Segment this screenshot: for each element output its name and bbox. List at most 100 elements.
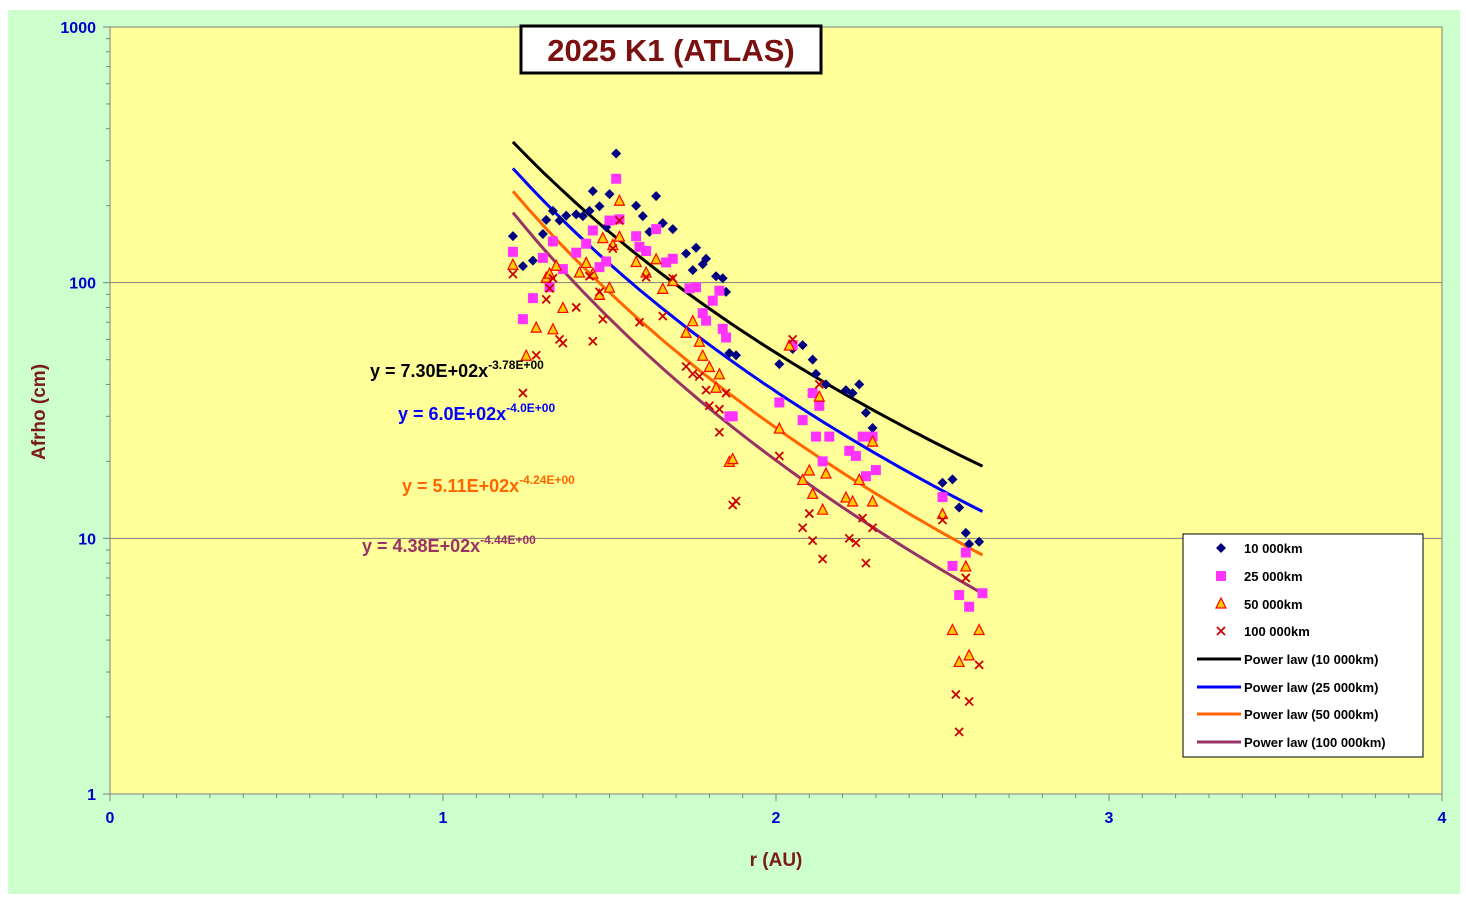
axes	[103, 26, 1443, 801]
point-25000km	[587, 225, 598, 236]
point-50000km	[506, 257, 519, 270]
point-100000km	[518, 388, 528, 398]
x-tick-label: 4	[1438, 810, 1447, 827]
point-50000km	[520, 348, 533, 361]
point-50000km	[546, 322, 559, 335]
point-10000km	[604, 189, 615, 200]
legend-frame	[1182, 533, 1424, 758]
point-100000km	[731, 496, 741, 506]
point-10000km	[860, 407, 871, 418]
equation-100000km: y = 4.38E+02x-4.44E+00	[362, 533, 536, 556]
legend-x-marker	[1216, 626, 1226, 636]
point-25000km	[594, 262, 605, 273]
point-100000km	[774, 451, 784, 461]
point-50000km	[973, 623, 986, 636]
point-10000km	[717, 273, 728, 284]
point-25000km	[937, 492, 948, 503]
legend-item-power-law-100000km: Power law (100 000km)	[1197, 735, 1386, 750]
point-25000km	[787, 340, 798, 351]
equation-50000km-exponent: -4.24E+00	[519, 473, 575, 487]
point-10000km	[681, 248, 692, 259]
point-25000km	[537, 252, 548, 263]
point-100000km	[531, 350, 541, 360]
point-50000km	[853, 473, 866, 486]
point-10000km	[651, 191, 662, 202]
point-50000km	[603, 280, 616, 293]
point-100000km	[951, 689, 961, 700]
point-10000km	[774, 359, 785, 370]
point-25000km	[860, 471, 871, 482]
point-50000km	[580, 256, 593, 269]
point-100000km	[867, 523, 878, 533]
chart-title-box: 2025 K1 (ATLAS)	[519, 24, 823, 75]
legend-item-10000km: 10 000km	[1216, 541, 1303, 556]
chart-title: 2025 K1 (ATLAS)	[547, 33, 795, 68]
legend-item-power-law-10000km: Power law (10 000km)	[1197, 652, 1378, 667]
point-100000km	[937, 515, 948, 525]
point-50000km	[680, 325, 693, 338]
point-100000km	[594, 287, 605, 297]
point-50000km	[630, 255, 643, 268]
point-100000km	[548, 273, 558, 283]
legend-triangle-marker	[1215, 596, 1227, 609]
point-10000km	[954, 502, 965, 513]
point-100000km	[857, 513, 868, 523]
point-25000km	[547, 236, 558, 247]
y-axis-title: Afrho (cm)	[29, 364, 50, 460]
point-50000km	[703, 360, 716, 373]
point-50000km	[839, 490, 852, 503]
point-25000km	[581, 238, 592, 249]
point-25000km	[557, 264, 568, 275]
point-10000km	[947, 474, 958, 485]
legend-label-power-law-100000km: Power law (100 000km)	[1244, 735, 1386, 750]
point-50000km	[783, 338, 796, 351]
point-10000km	[731, 350, 742, 361]
legend-item-100000km: 100 000km	[1216, 624, 1310, 639]
point-50000km	[713, 367, 726, 380]
point-100000km	[807, 535, 818, 546]
point-10000km	[810, 368, 821, 379]
svg-text:y = 6.0E+02x-4.0E+00: y = 6.0E+02x-4.0E+00	[398, 401, 555, 424]
legend-label-power-law-10000km: Power law (10 000km)	[1244, 652, 1378, 667]
point-50000km	[866, 434, 879, 447]
point-25000km	[960, 547, 971, 558]
legend: 10 000km 25 000km 50 000km 100 000km Pow…	[1182, 533, 1424, 758]
equation-10000km: y = 7.30E+02x-3.78E+00	[370, 358, 544, 381]
point-25000km	[797, 415, 808, 426]
point-10000km	[797, 340, 808, 351]
point-50000km	[656, 282, 669, 294]
y-tick-label: 1	[87, 787, 96, 804]
point-10000km	[611, 148, 622, 159]
point-10000km	[577, 211, 588, 222]
point-50000km	[953, 655, 966, 668]
fit-line-1	[511, 167, 984, 513]
point-25000km	[717, 323, 728, 334]
point-25000km	[641, 246, 652, 257]
point-10000km	[667, 224, 678, 235]
equation-50000km-text: y = 5.11E+02x	[402, 476, 519, 496]
point-25000km	[661, 257, 672, 268]
point-10000km	[517, 261, 528, 272]
point-50000km	[613, 193, 626, 206]
legend-item-power-law-50000km: Power law (50 000km)	[1197, 707, 1378, 722]
legend-square-marker	[1216, 571, 1226, 581]
point-10000km	[594, 201, 605, 212]
point-10000km	[854, 379, 865, 390]
x-axis-title: r (AU)	[750, 850, 803, 871]
point-25000km	[697, 308, 708, 319]
point-50000km	[816, 502, 829, 515]
point-50000km	[813, 389, 826, 402]
point-50000km	[846, 494, 859, 507]
point-100000km	[961, 573, 971, 583]
point-100000km	[798, 523, 808, 533]
point-100000km	[598, 314, 608, 324]
point-25000km	[727, 411, 738, 422]
point-25000km	[691, 282, 702, 293]
point-10000km	[701, 253, 712, 264]
fit-line-0	[511, 140, 984, 468]
y-tick-label: 100	[69, 276, 96, 293]
point-10000km	[687, 265, 698, 276]
fit-line-3	[511, 211, 984, 595]
x-tick-label: 0	[106, 810, 115, 827]
